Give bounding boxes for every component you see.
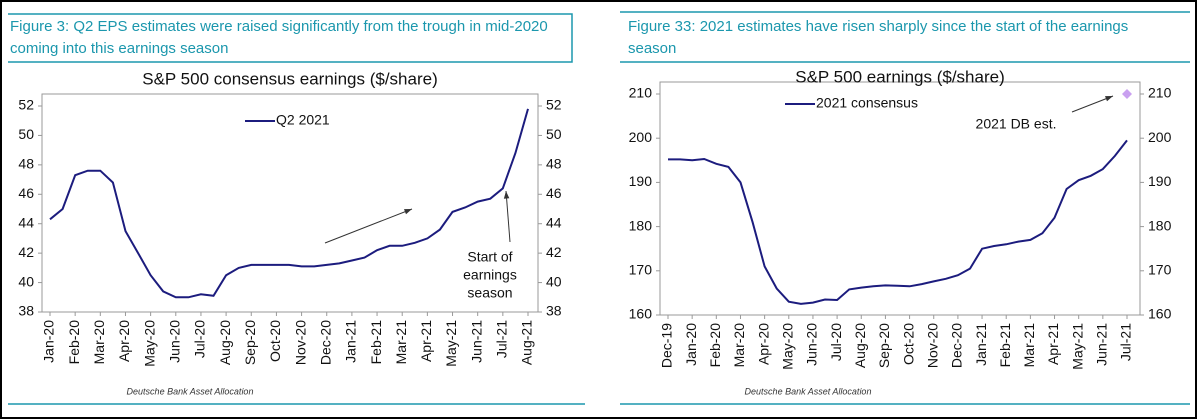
series-line <box>668 139 1128 305</box>
y-tick-label: 46 <box>18 185 34 201</box>
x-tick-label: Jan-20 <box>683 323 699 366</box>
x-tick-label: Jul-21 <box>494 320 510 358</box>
x-tick-label: Feb-21 <box>368 320 384 365</box>
legend-label: 2021 consensus <box>816 95 918 111</box>
y-tick-label: 190 <box>629 173 653 189</box>
x-tick-label: May-21 <box>1069 323 1085 370</box>
y-tick-label: 52 <box>18 97 34 113</box>
x-tick-label: Mar-21 <box>393 320 409 365</box>
x-tick-label: Mar-21 <box>1021 323 1037 368</box>
y-tick-label: 200 <box>629 129 653 145</box>
arrow-head <box>1105 96 1113 102</box>
chart-title: S&P 500 earnings ($/share) <box>795 67 1004 86</box>
y2-tick-label: 52 <box>546 97 562 113</box>
x-tick-label: Jul-20 <box>828 323 844 361</box>
x-tick-label: Apr-20 <box>116 320 132 362</box>
y2-tick-label: 42 <box>546 244 562 260</box>
x-tick-label: Jun-21 <box>1094 323 1110 366</box>
y2-tick-label: 170 <box>1148 262 1172 278</box>
plot-frame <box>659 81 1141 316</box>
arrow-head <box>404 209 412 215</box>
x-tick-label: Sep-20 <box>242 320 258 365</box>
x-tick-label: Oct-20 <box>900 323 916 365</box>
x-tick-label: Mar-20 <box>91 320 107 365</box>
y-tick-label: 160 <box>629 306 653 322</box>
y-tick-label: 40 <box>18 273 34 289</box>
y-tick-label: 170 <box>629 262 653 278</box>
y2-tick-label: 210 <box>1148 85 1172 101</box>
caption-rules <box>8 11 1190 405</box>
x-tick-label: May-21 <box>443 320 459 367</box>
y-tick-label: 42 <box>18 244 34 260</box>
x-tick-label: Aug-20 <box>217 320 233 365</box>
x-tick-label: Dec-20 <box>949 323 965 368</box>
x-tick-label: May-20 <box>779 323 795 370</box>
y2-tick-label: 46 <box>546 185 562 201</box>
arrow-head <box>503 191 510 199</box>
x-tick-label: Feb-21 <box>997 323 1013 368</box>
y2-tick-label: 180 <box>1148 217 1172 233</box>
y-tick-label: 44 <box>18 214 34 230</box>
y2-tick-label: 40 <box>546 273 562 289</box>
annotation: earnings <box>463 267 517 283</box>
y-tick-label: 210 <box>629 85 653 101</box>
annotation: 2021 DB est. <box>976 116 1057 132</box>
caption: Figure 3: Q2 EPS estimates were raised s… <box>10 18 548 57</box>
y-tick-label: 38 <box>18 303 34 319</box>
source: Deutsche Bank Asset Allocation <box>127 386 254 396</box>
y2-tick-label: 50 <box>546 126 562 142</box>
y-tick-label: 50 <box>18 126 34 142</box>
x-tick-label: Jun-20 <box>804 323 820 366</box>
x-tick-label: May-20 <box>141 320 157 367</box>
y2-tick-label: 48 <box>546 156 562 172</box>
chart-title: S&P 500 consensus earnings ($/share) <box>142 69 437 88</box>
x-tick-label: Aug-21 <box>519 320 535 365</box>
x-tick-label: Jul-20 <box>192 320 208 358</box>
y-tick-label: 48 <box>18 156 34 172</box>
x-tick-label: Feb-20 <box>707 323 723 368</box>
x-tick-label: Dec-19 <box>659 323 675 368</box>
y-tick-label: 180 <box>629 217 653 233</box>
annotation-arrow <box>505 190 511 243</box>
x-tick-label: Apr-20 <box>755 323 771 365</box>
x-tick-label: Feb-20 <box>66 320 82 365</box>
series-line <box>49 108 529 299</box>
source: Deutsche Bank Asset Allocation <box>745 386 872 396</box>
x-tick-label: Mar-20 <box>731 323 747 368</box>
legend-label: Q2 2021 <box>276 112 330 128</box>
y2-tick-label: 190 <box>1148 173 1172 189</box>
x-tick-label: Apr-21 <box>418 320 434 362</box>
x-tick-label: Jan-20 <box>41 320 57 363</box>
marker <box>1122 89 1132 99</box>
x-tick-label: Sep-20 <box>876 323 892 368</box>
annotation: Start of <box>467 249 512 265</box>
x-tick-label: Jan-21 <box>973 323 989 366</box>
x-tick-label: Jun-21 <box>468 320 484 363</box>
y2-tick-label: 44 <box>546 214 562 230</box>
caption: Figure 33: 2021 estimates have risen sha… <box>628 18 1129 57</box>
y2-tick-label: 160 <box>1148 306 1172 322</box>
annotation: season <box>467 285 512 301</box>
x-tick-label: Nov-20 <box>292 320 308 365</box>
x-tick-label: Jan-21 <box>343 320 359 363</box>
y2-tick-label: 38 <box>546 303 562 319</box>
plot-frame <box>41 93 539 313</box>
x-tick-label: Oct-20 <box>267 320 283 362</box>
x-tick-label: Aug-20 <box>852 323 868 368</box>
x-tick-label: Jul-21 <box>1118 323 1134 361</box>
x-tick-label: Jun-20 <box>166 320 182 363</box>
x-tick-label: Apr-21 <box>1045 323 1061 365</box>
x-tick-label: Dec-20 <box>317 320 333 365</box>
x-tick-label: Nov-20 <box>924 323 940 368</box>
y2-tick-label: 200 <box>1148 129 1172 145</box>
annotation-arrow <box>324 208 413 244</box>
